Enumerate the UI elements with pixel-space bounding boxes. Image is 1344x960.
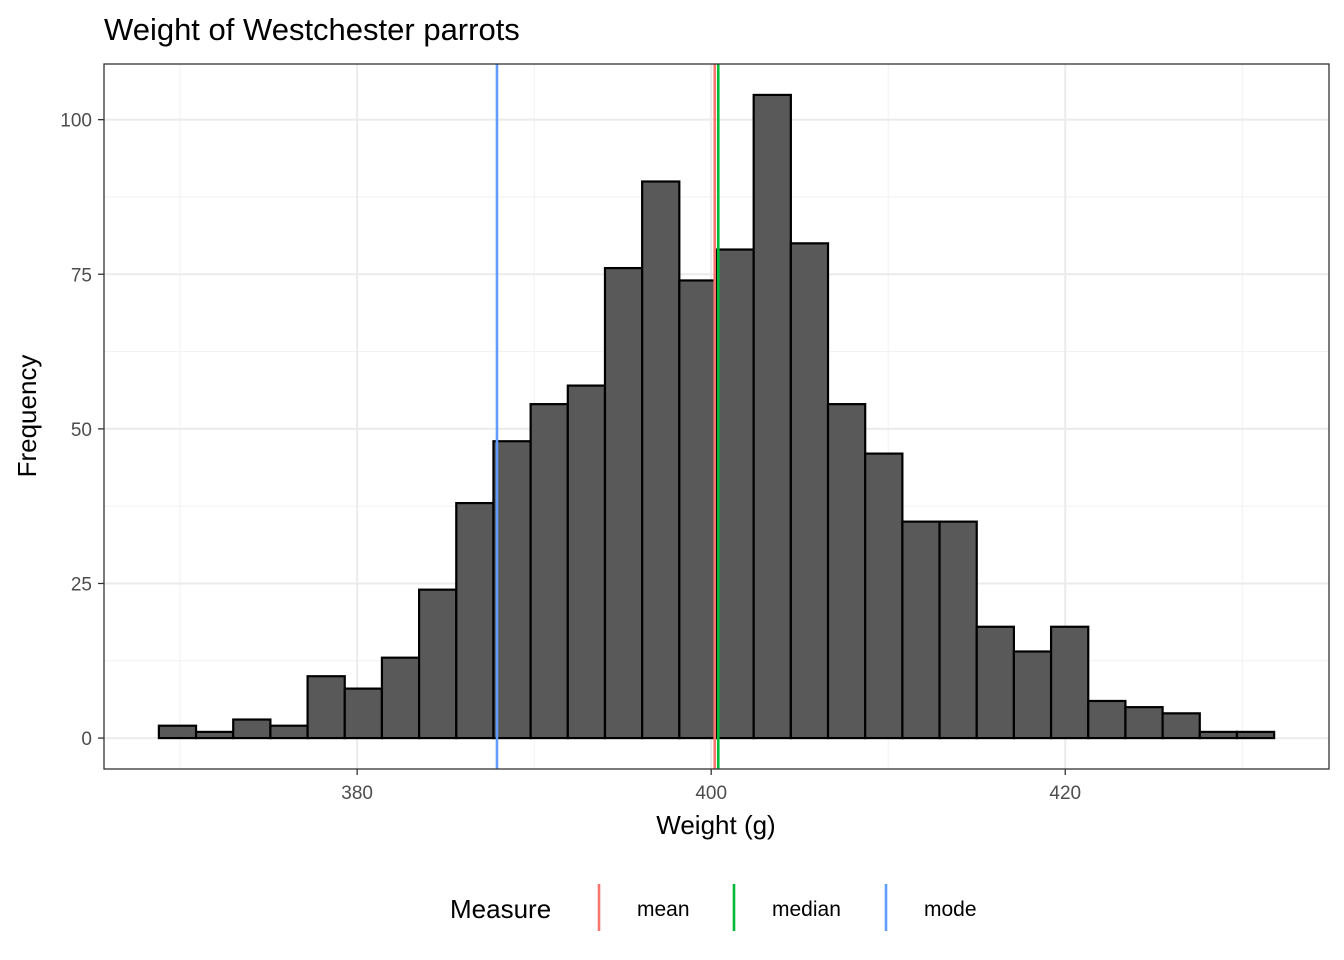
histogram-bar-13 xyxy=(641,180,681,740)
histogram-bar-22 xyxy=(975,625,1015,740)
histogram-bar-12 xyxy=(603,266,644,740)
histogram-bar-28 xyxy=(1198,730,1239,740)
histogram-bar-14 xyxy=(678,279,718,740)
legend-label-median: median xyxy=(772,898,841,921)
histogram-bars xyxy=(157,93,1276,740)
histogram-bar-5 xyxy=(343,687,384,740)
y-tick-label-4: 100 xyxy=(60,111,92,132)
histogram-bar-1 xyxy=(194,730,235,740)
histogram-bar-7 xyxy=(418,588,458,740)
histogram-bar-27 xyxy=(1161,712,1201,740)
legend-label-mode: mode xyxy=(924,898,977,921)
y-tick-label-1: 25 xyxy=(71,574,92,595)
y-axis: 0 25 50 75 100 xyxy=(60,111,104,750)
histogram-bar-10 xyxy=(529,403,569,740)
histogram-bar-24 xyxy=(1049,625,1090,740)
chart-title: Weight of Westchester parrots xyxy=(104,12,520,47)
y-axis-title: Frequency xyxy=(12,355,42,478)
histogram-bar-19 xyxy=(864,452,904,740)
histogram-bar-9 xyxy=(492,440,532,740)
histogram-bar-6 xyxy=(380,656,421,740)
histogram-bar-15 xyxy=(715,248,755,740)
y-tick-label-0: 0 xyxy=(81,729,92,750)
x-tick-label-1: 400 xyxy=(695,783,727,804)
histogram-bar-0 xyxy=(157,724,198,740)
plot-panel-border xyxy=(103,63,1330,770)
histogram-bar-18 xyxy=(826,403,867,740)
reference-lines xyxy=(495,64,720,769)
histogram-bar-25 xyxy=(1087,699,1127,740)
x-tick-label-0: 380 xyxy=(341,783,373,804)
legend-label-mean: mean xyxy=(637,898,690,921)
histogram-bar-26 xyxy=(1124,706,1164,740)
histogram-bar-11 xyxy=(566,384,607,740)
x-tick-label-2: 420 xyxy=(1049,783,1081,804)
histogram-bar-16 xyxy=(752,93,792,740)
legend-title: Measure xyxy=(450,894,551,924)
histogram-bar-4 xyxy=(306,675,346,740)
histogram-bar-17 xyxy=(789,242,830,740)
x-axis-title: Weight (g) xyxy=(656,810,775,840)
y-tick-label-3: 75 xyxy=(71,265,92,286)
histogram-bar-23 xyxy=(1012,650,1053,740)
histogram-bar-2 xyxy=(232,718,272,740)
histogram-bar-21 xyxy=(938,520,978,740)
histogram-bar-8 xyxy=(455,501,495,740)
histogram-bar-20 xyxy=(901,520,941,740)
histogram-bar-29 xyxy=(1235,730,1276,740)
y-tick-label-2: 50 xyxy=(71,420,92,441)
histogram-bar-3 xyxy=(269,724,309,740)
x-axis: 380 400 420 xyxy=(341,769,1081,804)
legend: Measure mean median mode xyxy=(450,884,977,931)
